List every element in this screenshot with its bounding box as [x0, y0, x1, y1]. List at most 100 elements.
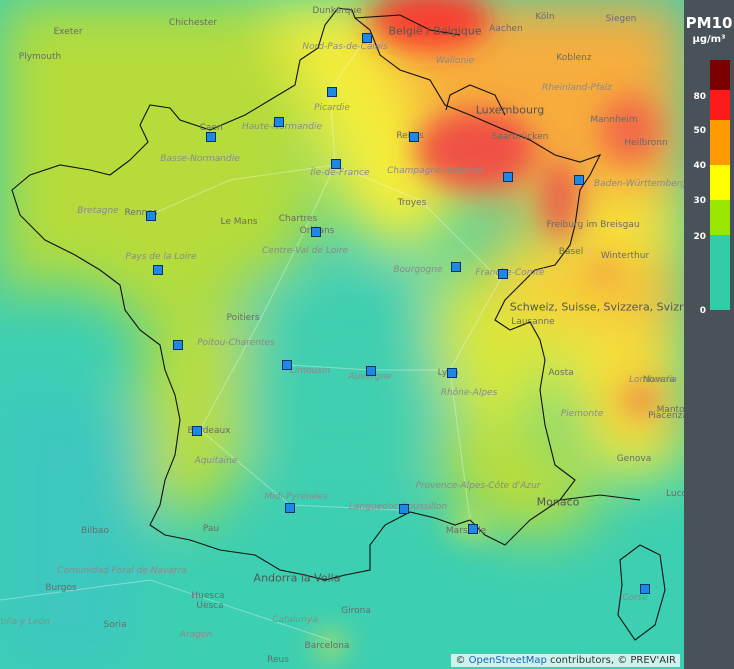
- place-label: Languedoc-Roussillon: [348, 502, 448, 512]
- monitoring-station-marker[interactable]: [366, 366, 376, 376]
- monitoring-station-marker[interactable]: [498, 269, 508, 279]
- place-label: Plymouth: [18, 52, 62, 62]
- place-label: Haute-Normandie: [242, 122, 322, 132]
- place-label: Bretagne: [77, 206, 119, 216]
- place-label: Chartres: [278, 214, 318, 224]
- monitoring-station-marker[interactable]: [282, 360, 292, 370]
- place-label: Koblenz: [556, 53, 592, 63]
- place-label: Midi-Pyrénées: [264, 492, 328, 502]
- place-label: Castilla y León: [0, 617, 50, 627]
- monitoring-station-marker[interactable]: [311, 227, 321, 237]
- place-label: Caen: [199, 123, 223, 133]
- place-label: Luxembourg: [475, 103, 545, 117]
- place-label: Basel: [558, 247, 584, 257]
- place-label: Corse: [622, 593, 648, 603]
- place-label: Catalunya: [272, 615, 318, 625]
- place-label: Girona: [341, 606, 371, 616]
- place-label: Winterthur: [600, 251, 650, 261]
- place-label: Soria: [103, 620, 127, 630]
- legend-color-band: [710, 120, 730, 165]
- place-label: Chichester: [168, 18, 218, 28]
- country-borders: [11, 7, 666, 641]
- place-label: Comunidad Foral de Navarra: [57, 566, 187, 576]
- monitoring-station-marker[interactable]: [503, 172, 513, 182]
- monitoring-station-marker[interactable]: [574, 175, 584, 185]
- place-label: Uesca: [196, 601, 224, 611]
- place-label: Pau: [202, 524, 220, 534]
- monitoring-station-marker[interactable]: [362, 33, 372, 43]
- place-label: Nord-Pas-de-Calais: [302, 42, 388, 52]
- place-label: Reus: [267, 655, 289, 665]
- place-label: Lucca: [666, 489, 684, 499]
- place-label: België / Belgique: [388, 24, 482, 38]
- monitoring-station-marker[interactable]: [447, 368, 457, 378]
- monitoring-station-marker[interactable]: [468, 524, 478, 534]
- place-label: Wallonie: [435, 56, 475, 66]
- legend-tick-label: 20: [693, 232, 706, 242]
- place-label: Picardie: [314, 103, 350, 113]
- place-label: Dunkerque: [312, 6, 362, 16]
- place-label: Exeter: [53, 27, 83, 37]
- legend-color-band: [710, 90, 730, 120]
- place-label: Lombardia: [629, 375, 677, 385]
- attribution-prefix: ©: [455, 655, 466, 666]
- pollution-map[interactable]: Exeter Chichester Plymouth Dunkerque België …: [0, 0, 684, 669]
- place-label: Baden-Württemberg: [593, 179, 684, 189]
- place-label: Centre-Val de Loire: [261, 246, 349, 256]
- place-label: Poitiers: [226, 313, 260, 323]
- monitoring-station-marker[interactable]: [192, 426, 202, 436]
- osm-link[interactable]: OpenStreetMap: [468, 655, 547, 666]
- place-label: Mantova: [656, 405, 684, 415]
- place-label: Champagne-Ardenne: [387, 166, 483, 176]
- place-label: Mannheim: [590, 115, 638, 125]
- legend-panel: PM10 µg/m³ 80 50 40 30 20 0: [684, 0, 734, 669]
- legend-tick-label: 40: [693, 161, 706, 171]
- place-label: Köln: [535, 12, 555, 22]
- place-label: Lausanne: [511, 317, 555, 327]
- place-label: Andorra la Vella: [253, 571, 341, 585]
- legend-tick-label: 80: [693, 92, 706, 102]
- place-label: Aosta: [548, 368, 574, 378]
- place-label: Le Mans: [220, 217, 258, 227]
- monitoring-station-marker[interactable]: [153, 265, 163, 275]
- place-label: Bourgogne: [393, 265, 443, 275]
- place-label: Heilbronn: [624, 138, 668, 148]
- place-label: Limousin: [289, 366, 331, 376]
- monitoring-station-marker[interactable]: [206, 132, 216, 142]
- legend-title: PM10: [685, 14, 733, 32]
- place-label: Aragón: [179, 630, 213, 640]
- place-label: Barcelona: [304, 641, 350, 651]
- monitoring-station-marker[interactable]: [399, 504, 409, 514]
- monitoring-station-marker[interactable]: [640, 584, 650, 594]
- place-label: Rhône-Alpes: [440, 388, 498, 398]
- place-label: Saarbrücken: [491, 132, 549, 142]
- place-label: Provence-Alpes-Côte d'Azur: [415, 481, 541, 491]
- legend-color-band: [710, 200, 730, 235]
- monitoring-station-marker[interactable]: [173, 340, 183, 350]
- place-label: Rennes: [124, 208, 158, 218]
- place-label: Burgos: [45, 583, 77, 593]
- place-label: Genova: [616, 454, 652, 464]
- monitoring-station-marker[interactable]: [409, 132, 419, 142]
- place-label: Franche-Comté: [475, 268, 545, 278]
- legend-tick-label: 50: [693, 126, 706, 136]
- place-label: Auvergne: [348, 372, 392, 382]
- legend-color-band: [710, 235, 730, 310]
- legend-color-band: [710, 60, 730, 90]
- legend-color-band: [710, 165, 730, 200]
- place-label: Rheinland-Pfalz: [542, 83, 612, 93]
- monitoring-station-marker[interactable]: [146, 211, 156, 221]
- monitoring-station-marker[interactable]: [327, 87, 337, 97]
- monitoring-station-marker[interactable]: [451, 262, 461, 272]
- place-label: Bordeaux: [187, 426, 231, 436]
- monitoring-station-marker[interactable]: [285, 503, 295, 513]
- monitoring-station-marker[interactable]: [331, 159, 341, 169]
- legend-tick-label: 30: [693, 196, 706, 206]
- monitoring-station-marker[interactable]: [274, 117, 284, 127]
- place-label: Schweiz, Suisse, Svizzera, Svizra: [509, 300, 684, 314]
- place-label: Huesca: [191, 591, 225, 601]
- place-label: Monaco: [536, 495, 580, 509]
- place-label: Siegen: [605, 14, 637, 24]
- concentration-field: [0, 0, 684, 669]
- attribution-suffix: contributors, © PREV'AIR: [546, 655, 676, 666]
